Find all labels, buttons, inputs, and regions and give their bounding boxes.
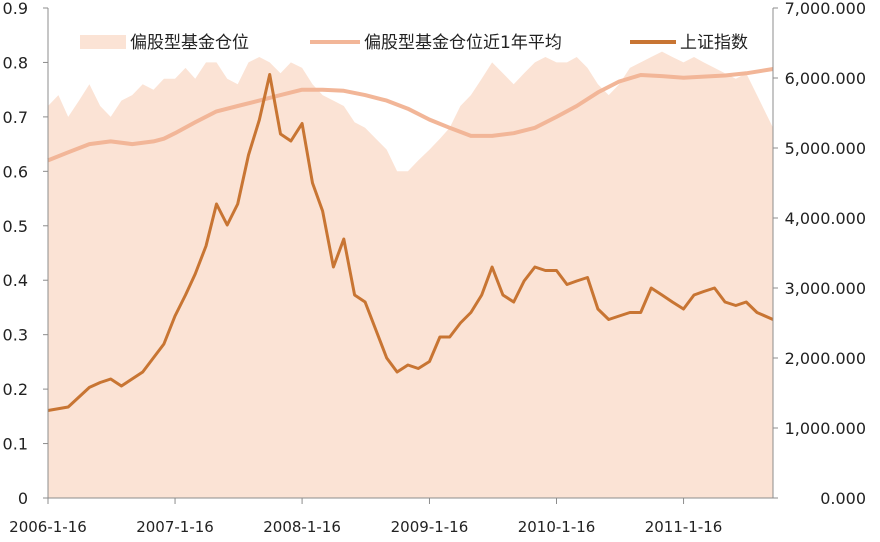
right-tick-label: 0.000 [820,489,866,508]
avg-line-layer [47,67,774,163]
left-tick-label: 0.6 [3,162,28,181]
legend-label-index: 上证指数 [680,33,748,53]
left-tick-label: 0 [18,489,28,508]
shanghai-index-line [47,73,774,412]
left-tick-label: 0.2 [3,380,28,399]
x-tick-label: 2011-1-16 [645,518,723,536]
x-tick-label: 2010-1-16 [518,518,596,536]
x-tick-label: 2009-1-16 [391,518,469,536]
legend: 偏股型基金仓位 偏股型基金仓位近1年平均 上证指数 [80,33,748,53]
right-tick-label: 1,000.000 [785,419,866,438]
left-tick-label: 0.7 [3,108,28,127]
x-tick-label: 2008-1-16 [263,518,341,536]
right-tick-label: 3,000.000 [785,279,866,298]
left-tick-label: 0.3 [3,326,28,345]
x-tick-label: 2007-1-16 [136,518,214,536]
right-tick-label: 4,000.000 [785,209,866,228]
x-tick-label: 2006-1-16 [9,518,87,536]
right-tick-label: 5,000.000 [785,139,866,158]
area-layer [48,51,773,498]
left-tick-label: 0.8 [3,53,28,72]
left-tick-label: 0.4 [3,271,28,290]
legend-area-swatch [80,35,126,49]
legend-label-position: 偏股型基金仓位 [130,33,249,53]
right-tick-label: 7,000.000 [785,0,866,18]
index-line-layer [47,73,774,412]
average-position-line [47,67,774,163]
left-tick-label: 0.5 [3,217,28,236]
legend-label-average: 偏股型基金仓位近1年平均 [364,33,562,53]
axes-layer: 0 0.1 0.2 0.3 0.4 0.5 0.6 0.7 0.8 0.9 0.000 1,000.0… [3,0,866,536]
right-tick-label: 6,000.000 [785,69,866,88]
left-tick-label: 0.1 [3,435,28,454]
right-tick-label: 2,000.000 [785,349,866,368]
left-tick-label: 0.9 [3,0,28,18]
position-area [48,51,773,498]
